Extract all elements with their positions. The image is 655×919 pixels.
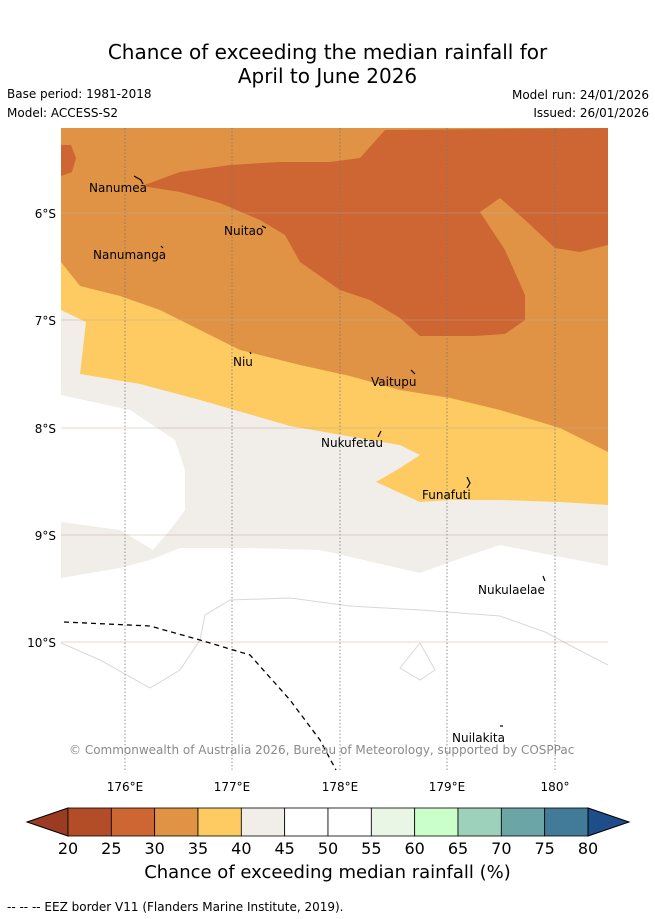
colorbar-tick-label: 30 bbox=[144, 839, 164, 858]
colorbar-extend-low bbox=[25, 807, 69, 837]
lat-10s: 10°S bbox=[27, 636, 56, 650]
colorbar-tick-label: 25 bbox=[101, 839, 121, 858]
colorbar-segment bbox=[67, 807, 112, 837]
gridlines bbox=[124, 128, 556, 771]
colorbar-label: Chance of exceeding median rainfall (%) bbox=[144, 862, 511, 883]
colorbar-segment bbox=[544, 807, 589, 837]
faint-contour-island bbox=[399, 642, 436, 681]
lon-177e: 177°E bbox=[214, 780, 251, 794]
region-25-30-north bbox=[142, 128, 608, 336]
colorbar-segment bbox=[414, 807, 459, 837]
lat-9s: 9°S bbox=[35, 529, 56, 543]
lat-7s: 7°S bbox=[35, 314, 56, 328]
colorbar-segment bbox=[457, 807, 502, 837]
model-run: Model run: 24/01/2026 bbox=[511, 88, 649, 102]
place-nuilakita: Nuilakita bbox=[452, 731, 505, 745]
colorbar-tick-label: 70 bbox=[491, 839, 511, 858]
lat-labels: 6°S 7°S 8°S 9°S 10°S bbox=[27, 207, 56, 650]
colorbar-tick-label: 45 bbox=[274, 839, 294, 858]
issued-date: Issued: 26/01/2026 bbox=[533, 106, 649, 120]
map-area: Nanumea Nuitao Nanumanga Niu Vaitupu Nuk… bbox=[61, 128, 608, 771]
copyright-notice: © Commonwealth of Australia 2026, Bureau… bbox=[69, 743, 574, 757]
faint-contour bbox=[61, 597, 608, 689]
title-line-1: Chance of exceeding the median rainfall … bbox=[107, 40, 548, 64]
title-line-2: April to June 2026 bbox=[237, 64, 418, 88]
lon-178e: 178°E bbox=[322, 780, 359, 794]
place-nuitao: Nuitao bbox=[224, 224, 263, 238]
region-45-55-small bbox=[61, 422, 88, 465]
base-period: Base period: 1981-2018 bbox=[7, 87, 152, 101]
place-vaitupu: Vaitupu bbox=[371, 375, 417, 389]
place-nanumanga: Nanumanga bbox=[93, 248, 166, 262]
lat-8s: 8°S bbox=[35, 422, 56, 436]
region-45-55-west bbox=[61, 395, 185, 550]
colorbar-extend-high bbox=[587, 807, 631, 837]
colorbar-segment bbox=[240, 807, 286, 837]
place-funafuti: Funafuti bbox=[422, 488, 471, 502]
lon-180: 180° bbox=[541, 780, 570, 794]
place-nukufetau: Nukufetau bbox=[321, 436, 383, 450]
eez-border bbox=[63, 621, 337, 771]
model-name: Model: ACCESS-S2 bbox=[7, 106, 119, 120]
colorbar: 20 25 30 35 40 45 50 55 60 65 70 75 80 bbox=[25, 807, 631, 858]
lon-179e: 179°E bbox=[429, 780, 466, 794]
colorbar-tick-label: 60 bbox=[404, 839, 424, 858]
colorbar-tick-label: 35 bbox=[188, 839, 208, 858]
lon-176e: 176°E bbox=[107, 780, 144, 794]
place-nukulaelae: Nukulaelae bbox=[478, 583, 545, 597]
place-nanumea: Nanumea bbox=[89, 181, 147, 195]
colorbar-tick-label: 75 bbox=[534, 839, 554, 858]
island-markers bbox=[133, 175, 546, 727]
place-labels: Nanumea Nuitao Nanumanga Niu Vaitupu Nuk… bbox=[89, 181, 545, 745]
region-25-30-west bbox=[61, 145, 76, 176]
colorbar-tick-label: 40 bbox=[231, 839, 251, 858]
colorbar-segment bbox=[370, 807, 416, 837]
lat-gridlines bbox=[61, 212, 608, 643]
colorbar-tick-label: 80 bbox=[578, 839, 598, 858]
colorbar-tick-label: 20 bbox=[58, 839, 78, 858]
colorbar-segment bbox=[327, 807, 372, 837]
colorbar-tick-label: 55 bbox=[361, 839, 381, 858]
eez-legend-note: -- -- -- EEZ border V11 (Flanders Marine… bbox=[7, 900, 344, 914]
colorbar-segment bbox=[500, 807, 546, 837]
colorbar-segment bbox=[154, 807, 199, 837]
colorbar-segment bbox=[284, 807, 329, 837]
colorbar-segment bbox=[197, 807, 242, 837]
lat-6s: 6°S bbox=[35, 207, 56, 221]
colorbar-tick-label: 65 bbox=[448, 839, 468, 858]
colorbar-tick-label: 50 bbox=[318, 839, 338, 858]
chart-title: Chance of exceeding the median rainfall … bbox=[0, 40, 655, 88]
place-niu: Niu bbox=[233, 355, 253, 369]
colorbar-segment bbox=[110, 807, 156, 837]
lon-labels: 176°E 177°E 178°E 179°E 180° bbox=[107, 780, 570, 794]
